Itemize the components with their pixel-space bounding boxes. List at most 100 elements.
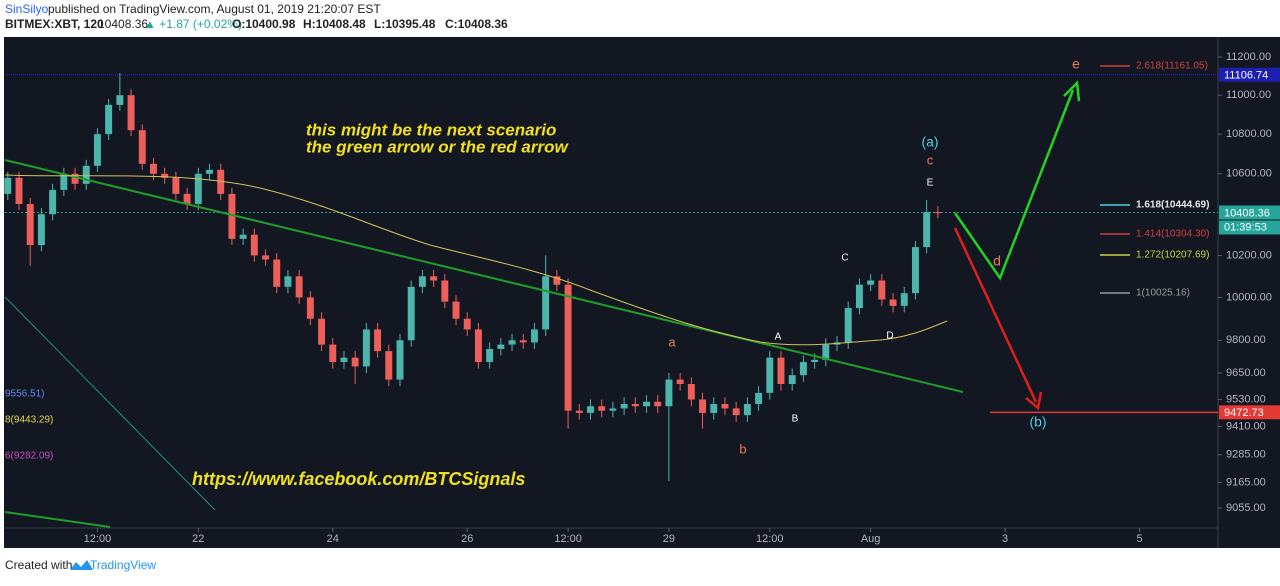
change: ▲ +1.87 (+0.02%) xyxy=(144,17,242,31)
candle-body xyxy=(441,280,449,302)
candle-body xyxy=(497,344,505,349)
x-tick-label: 24 xyxy=(327,533,339,545)
candle-body xyxy=(149,163,157,174)
ohlc-open: O:10400.98 xyxy=(232,17,296,31)
ohlc-high: H:10408.48 xyxy=(303,17,366,31)
candle-body xyxy=(553,276,561,285)
price-tag xyxy=(1219,405,1280,420)
x-tick-label: 12:00 xyxy=(554,533,582,545)
candle-body xyxy=(766,357,774,393)
author[interactable]: SinSilyo xyxy=(5,2,49,16)
x-tick-label: 29 xyxy=(663,533,675,545)
candle-body xyxy=(284,276,292,287)
candle-body xyxy=(93,134,101,166)
footer-brand[interactable]: TradingView xyxy=(90,558,156,572)
candle-body xyxy=(788,375,796,385)
candle-body xyxy=(519,340,527,343)
candle-body xyxy=(37,214,45,246)
price-tag-label: 9472.73 xyxy=(1224,407,1264,419)
tv-logo xyxy=(70,560,93,570)
wave-label: b xyxy=(739,441,746,456)
candle-body xyxy=(374,329,382,352)
candle-body xyxy=(508,340,516,345)
y-tick-label: 9410.00 xyxy=(1226,420,1266,432)
candle-body xyxy=(26,204,34,246)
candle-body xyxy=(474,329,482,363)
candle-body xyxy=(609,408,617,411)
candle-body xyxy=(418,276,426,287)
fib-label: 1(10025.16) xyxy=(1136,288,1190,299)
fib-label: 1.272(10207.69) xyxy=(1136,250,1209,261)
countdown-tag xyxy=(1219,220,1280,235)
y-tick-label: 9055.00 xyxy=(1226,502,1266,514)
candle-body xyxy=(620,403,628,409)
candle-body xyxy=(699,399,707,413)
plot-background xyxy=(4,37,1280,548)
candle-body xyxy=(822,344,830,360)
left-fib-label: 9556.51) xyxy=(5,389,44,400)
y-tick-label: 9530.00 xyxy=(1226,393,1266,405)
fib-label: 1.618(10444.69) xyxy=(1136,200,1209,211)
candle-body xyxy=(138,130,146,164)
candle-body xyxy=(889,299,897,306)
wave-label: C xyxy=(841,253,848,264)
annotation: this might be the next scenario xyxy=(306,120,556,139)
candle-body xyxy=(732,408,740,416)
candle-body xyxy=(710,403,718,413)
y-tick-label: 10800.00 xyxy=(1226,128,1272,140)
candle-body xyxy=(49,189,57,215)
ohlc-low: L:10395.48 xyxy=(374,17,436,31)
x-tick-label: 12:00 xyxy=(756,533,784,545)
candle-body xyxy=(654,401,662,407)
green-arrowhead xyxy=(1063,80,1081,102)
candle-body xyxy=(206,169,213,174)
candle-body xyxy=(934,212,942,214)
price-tag-label: 10408.36 xyxy=(1224,207,1270,219)
candle-body xyxy=(452,301,460,319)
wave-label: (a) xyxy=(921,134,938,150)
x-tick-label: 12:00 xyxy=(84,533,112,545)
candle-body xyxy=(172,177,180,194)
red-arrow xyxy=(953,227,1038,403)
x-tick-label: 26 xyxy=(461,533,473,545)
candle-body xyxy=(665,379,673,407)
x-tick-label: 5 xyxy=(1136,533,1142,545)
wave-label: e xyxy=(1072,56,1080,72)
candle-body xyxy=(721,403,729,409)
candle-body xyxy=(262,255,270,260)
candle-body xyxy=(127,95,135,131)
candle-body xyxy=(183,193,191,205)
footer-created: Created with xyxy=(5,558,72,572)
candle-body xyxy=(587,406,594,413)
candle-body xyxy=(867,280,875,285)
candle-body xyxy=(911,247,919,294)
candle-body xyxy=(362,329,370,367)
candle-body xyxy=(396,340,404,380)
candle-body xyxy=(687,384,695,400)
candle-body xyxy=(900,293,908,306)
candle-body xyxy=(71,173,79,184)
candle-body xyxy=(351,357,359,367)
y-tick-label: 11000.00 xyxy=(1226,89,1271,101)
y-tick-label: 10200.00 xyxy=(1226,249,1272,261)
candle-body xyxy=(239,234,247,239)
candle-body xyxy=(878,280,886,300)
candle-body xyxy=(777,357,785,385)
candle-body xyxy=(407,286,415,341)
candle-body xyxy=(306,297,314,319)
wave-label: A xyxy=(775,332,782,343)
candle-body xyxy=(60,173,68,190)
ohlc-close: C:10408.36 xyxy=(445,17,508,31)
candle-body xyxy=(811,359,819,363)
x-tick-label: 3 xyxy=(1002,533,1008,545)
candle-body xyxy=(799,362,807,376)
candle-body xyxy=(116,95,124,105)
y-tick-label: 9800.00 xyxy=(1226,334,1266,346)
left-fib-label: 6(9282.09) xyxy=(5,451,53,462)
candle-body xyxy=(430,276,438,281)
candle-body xyxy=(564,284,572,411)
wave-label: d xyxy=(993,253,1001,269)
candle-body xyxy=(273,259,281,287)
channel-line xyxy=(4,296,216,511)
